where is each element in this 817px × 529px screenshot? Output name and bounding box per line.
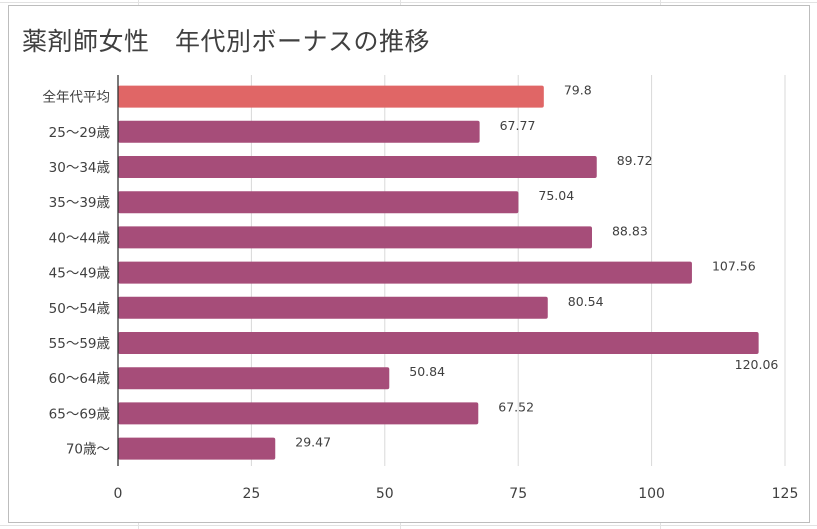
bar: [118, 120, 480, 143]
data-label: 50.84: [409, 364, 445, 379]
data-label: 107.56: [712, 259, 756, 274]
bar: [118, 226, 592, 249]
category-label: 60～64歳: [49, 371, 111, 387]
bar: [118, 296, 548, 319]
x-tick-label: 100: [638, 486, 665, 502]
data-label: 79.8: [564, 83, 592, 98]
data-label: 67.77: [500, 118, 536, 133]
category-label: 45～49歳: [49, 266, 111, 282]
category-label: 35～39歳: [49, 195, 111, 211]
x-tick-label: 125: [772, 486, 799, 502]
data-label: 89.72: [617, 153, 653, 168]
bar: [118, 332, 759, 354]
x-tick-label: 0: [114, 486, 123, 502]
sheet-gridline: [0, 525, 817, 526]
chart-title: 薬剤師女性 年代別ボーナスの推移: [22, 27, 431, 56]
bar: [118, 437, 276, 460]
category-label: 40～44歳: [49, 230, 111, 246]
data-label: 75.04: [538, 188, 574, 203]
bar: [118, 261, 692, 284]
bar: [118, 85, 544, 108]
category-label: 50～54歳: [49, 301, 111, 317]
x-tick-label: 50: [376, 486, 394, 502]
bar: [118, 156, 597, 178]
category-label: 70歳～: [66, 442, 110, 458]
x-tick-label: 25: [242, 486, 260, 502]
category-label: 25～29歳: [49, 125, 111, 141]
data-label: 88.83: [612, 223, 648, 238]
data-label: 29.47: [295, 435, 331, 450]
data-label: 120.06: [735, 357, 779, 372]
data-label: 67.52: [498, 399, 534, 414]
bar: [118, 402, 479, 425]
category-label: 55～59歳: [49, 336, 111, 352]
bar: [118, 191, 519, 214]
bar: [118, 367, 390, 390]
category-label: 30～34歳: [49, 160, 111, 176]
data-label: 80.54: [568, 294, 604, 309]
x-tick-label: 75: [509, 486, 527, 502]
sheet-gridline: [0, 2, 817, 3]
category-label: 全年代平均: [43, 89, 111, 106]
category-label: 65～69歳: [49, 406, 111, 422]
